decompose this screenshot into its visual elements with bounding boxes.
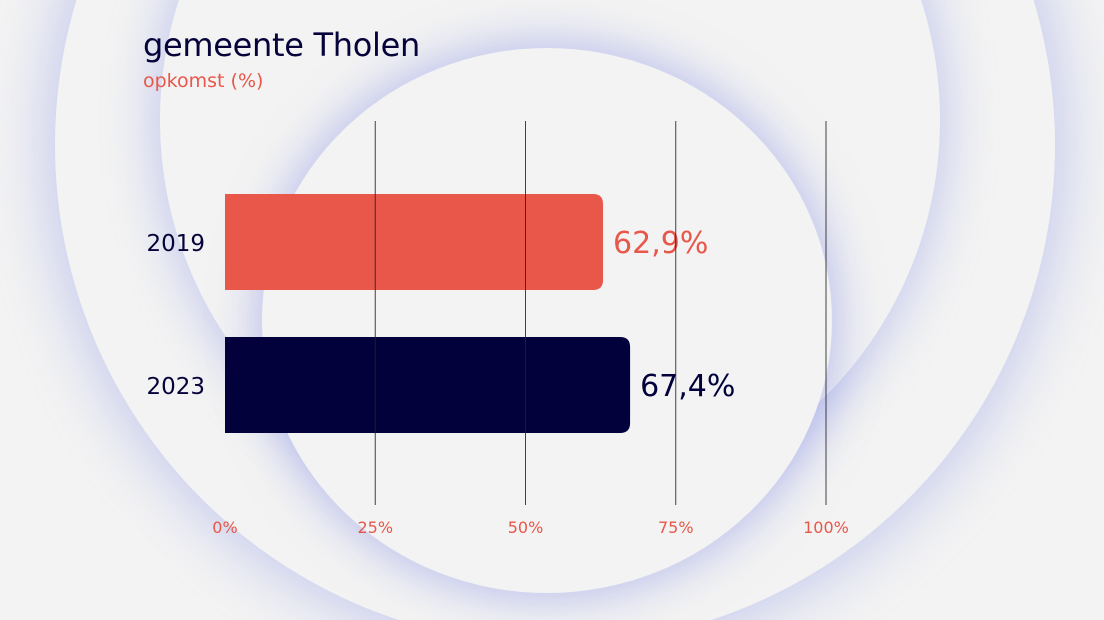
value-label-2019: 62,9% [613, 226, 708, 261]
background-ring-inner [262, 48, 832, 593]
chart-title: gemeente Tholen [143, 26, 421, 64]
bar-2023 [225, 337, 631, 433]
chart-subtitle: opkomst (%) [143, 70, 264, 92]
x-tick-label-0: 0% [212, 518, 237, 537]
value-label-2023: 67,4% [640, 369, 735, 404]
x-tick-label-25: 25% [357, 518, 393, 537]
x-tick-label-50: 50% [508, 518, 544, 537]
x-tick-label-100: 100% [803, 518, 849, 537]
bar-2019 [225, 194, 604, 290]
category-label-2019: 2019 [146, 231, 205, 257]
x-tick-label-75: 75% [658, 518, 694, 537]
category-label-2023: 2023 [146, 374, 205, 400]
